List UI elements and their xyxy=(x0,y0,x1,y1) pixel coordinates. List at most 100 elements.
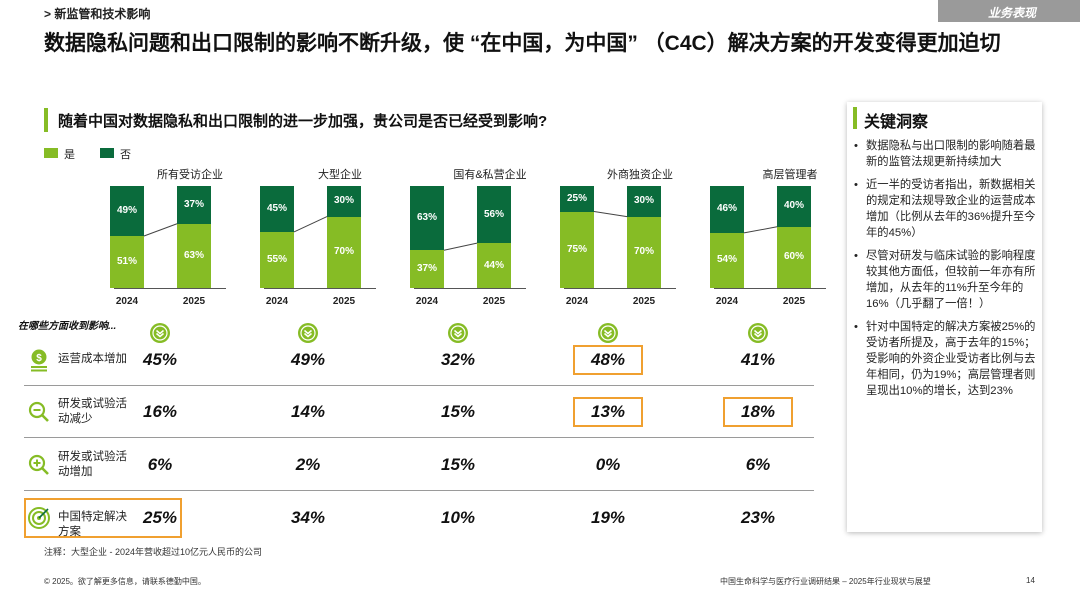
legend-swatch-no xyxy=(100,148,114,158)
bar-segment-no xyxy=(410,186,444,251)
impact-value: 10% xyxy=(440,508,476,527)
bar-segment-yes xyxy=(327,216,361,288)
legend-swatch-yes xyxy=(44,148,58,158)
bar-segment-yes xyxy=(410,250,444,288)
bar-segment-no xyxy=(260,186,294,232)
bar-label-no: 30% xyxy=(633,195,654,207)
minus-magnifier-icon xyxy=(27,400,51,429)
footnote: 注释：大型企业 - 2024年营收超过10亿元人民币的公司 xyxy=(44,547,263,557)
highlight-box xyxy=(573,345,643,375)
bar-label-yes: 63% xyxy=(183,249,204,261)
plus-magnifier-icon xyxy=(27,453,51,482)
impact-value: 13% xyxy=(590,402,626,421)
year-tick-label: 2025 xyxy=(482,296,506,307)
year-tick-label: 2025 xyxy=(182,296,206,307)
target-icon xyxy=(27,506,51,535)
year-tick-label: 2024 xyxy=(265,296,289,307)
impact-value: 32% xyxy=(440,350,476,369)
bar-segment-yes xyxy=(260,231,294,288)
x-axis-line xyxy=(564,288,676,289)
footer-report-title: 中国生命科学与医疗行业调研结果 – 2025年行业现状与展望 xyxy=(720,577,931,586)
legend-label-yes: 是 xyxy=(64,149,75,161)
row-divider xyxy=(24,437,814,438)
year-tick-label: 2025 xyxy=(632,296,656,307)
insight-item: 数据隐私与出口限制的影响随着最新的监管法规更新持续加大 xyxy=(852,138,1038,170)
bar-segment-yes xyxy=(177,223,211,288)
bar-label-no: 63% xyxy=(416,212,437,224)
impact-value: 23% xyxy=(740,508,776,527)
insights-panel xyxy=(847,102,1042,532)
x-axis-line xyxy=(414,288,526,289)
bar-segment-no xyxy=(477,186,511,244)
connector-line xyxy=(593,211,628,218)
impact-value: 45% xyxy=(142,350,178,369)
bar-label-no: 25% xyxy=(566,192,587,204)
connector-line xyxy=(743,226,778,234)
bar-segment-yes xyxy=(627,216,661,288)
page-title: 数据隐私问题和出口限制的影响不断升级，使 “在中国，为中国” （C4C）解决方案… xyxy=(44,32,1001,55)
bar-segment-no xyxy=(177,186,211,224)
bar-segment-no xyxy=(777,186,811,227)
bar-label-no: 46% xyxy=(716,203,737,215)
year-tick-label: 2024 xyxy=(715,296,739,307)
connector-line xyxy=(143,223,178,237)
bar-label-yes: 51% xyxy=(116,255,137,267)
impact-value: 0% xyxy=(595,455,621,474)
bar-label-no: 56% xyxy=(483,208,504,220)
bar-label-yes: 55% xyxy=(266,253,287,265)
insights-list: 数据隐私与出口限制的影响随着最新的监管法规更新持续加大 近一半的受访者指出，新数… xyxy=(852,138,1038,406)
impact-value: 48% xyxy=(590,350,626,369)
survey-question: 随着中国对数据隐私和出口限制的进一步加强，贵公司是否已经受到影响? xyxy=(58,113,548,130)
impact-value: 15% xyxy=(440,455,476,474)
impact-value: 49% xyxy=(290,350,326,369)
insights-accent-bar xyxy=(853,107,857,129)
impact-header: 在哪些方面收到影响... xyxy=(18,321,117,332)
impact-value: 25% xyxy=(142,508,178,527)
impact-value: 19% xyxy=(590,508,626,527)
highlight-box xyxy=(24,498,182,538)
bar-segment-no xyxy=(327,186,361,217)
impact-value: 14% xyxy=(290,402,326,421)
chevron-down-icon xyxy=(448,323,468,343)
chevron-down-icon xyxy=(748,323,768,343)
legend-label-no: 否 xyxy=(120,149,131,161)
impact-value: 41% xyxy=(740,350,776,369)
bar-segment-no xyxy=(110,186,144,236)
bar-label-no: 30% xyxy=(333,195,354,207)
x-axis-line xyxy=(714,288,826,289)
group-title: 高层管理者 xyxy=(762,169,818,181)
section-badge: 业务表现 xyxy=(938,0,1080,22)
bar-label-yes: 70% xyxy=(633,246,654,258)
year-tick-label: 2025 xyxy=(782,296,806,307)
bar-label-no: 49% xyxy=(116,204,137,216)
cost-icon: $ xyxy=(27,348,51,379)
group-title: 外商独资企业 xyxy=(607,169,673,181)
bar-segment-yes xyxy=(710,232,744,288)
bar-segment-yes xyxy=(777,226,811,288)
bar-label-yes: 54% xyxy=(716,254,737,266)
row-divider xyxy=(24,490,814,491)
bar-segment-yes xyxy=(477,243,511,288)
impact-value: 18% xyxy=(740,402,776,421)
row-divider xyxy=(24,385,814,386)
footer-copyright: © 2025。欲了解更多信息，请联系德勤中国。 xyxy=(44,577,206,586)
bar-label-no: 45% xyxy=(266,202,287,214)
bar-segment-no xyxy=(710,186,744,233)
insight-item: 近一半的受访者指出，新数据相关的规定和法规导致企业的运营成本增加（比例从去年的3… xyxy=(852,177,1038,241)
group-title: 大型企业 xyxy=(318,169,362,181)
x-axis-line xyxy=(264,288,376,289)
impact-value: 34% xyxy=(290,508,326,527)
bar-label-yes: 60% xyxy=(783,251,804,263)
highlight-box xyxy=(573,397,643,427)
svg-text:$: $ xyxy=(36,353,42,364)
highlight-box xyxy=(723,397,793,427)
impact-value: 6% xyxy=(147,455,173,474)
bar-label-yes: 70% xyxy=(333,246,354,258)
chevron-down-icon xyxy=(598,323,618,343)
bar-segment-no xyxy=(560,186,594,212)
impact-value: 16% xyxy=(142,402,178,421)
impact-value: 15% xyxy=(440,402,476,421)
bar-label-no: 37% xyxy=(183,198,204,210)
connector-line xyxy=(293,216,328,233)
